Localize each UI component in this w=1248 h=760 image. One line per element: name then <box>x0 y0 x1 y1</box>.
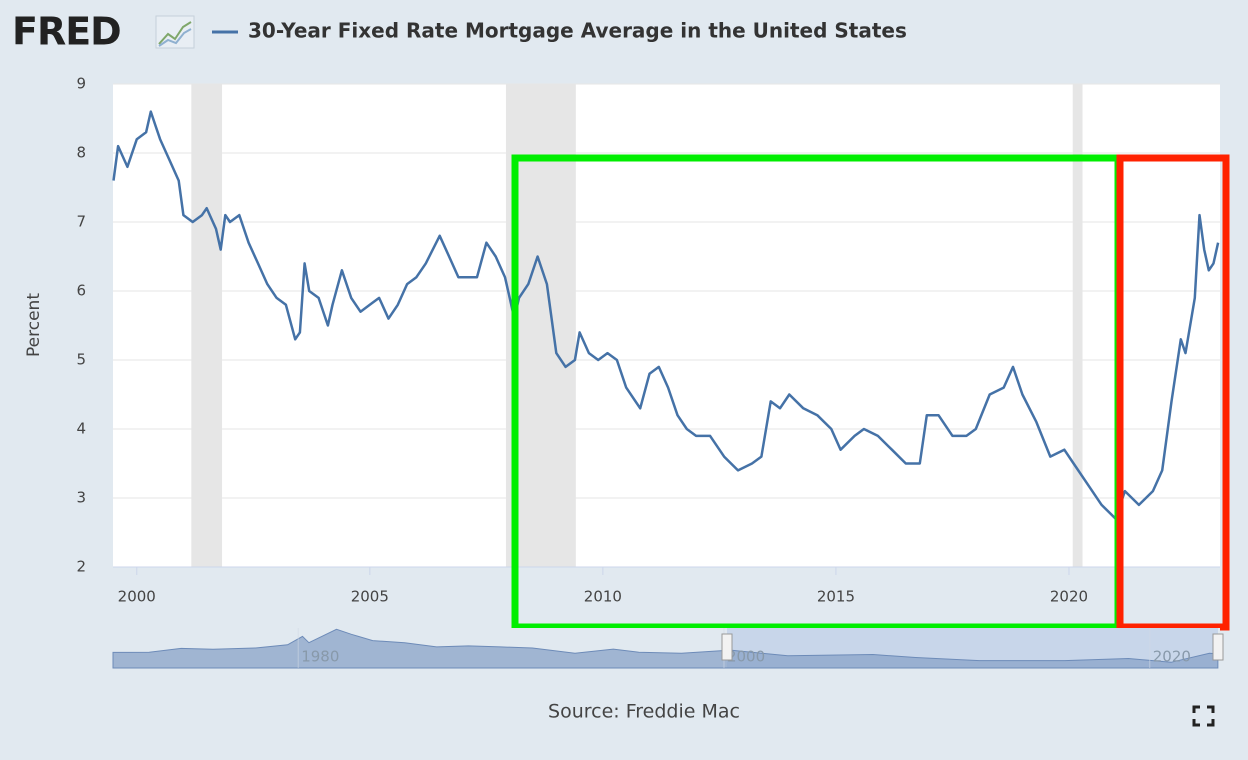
y-tick-label: 3 <box>76 489 86 507</box>
x-tick-label: 2000 <box>118 588 156 606</box>
fullscreen-icon[interactable] <box>1192 705 1215 727</box>
logo: FRED <box>12 10 121 54</box>
navigator-tick-label: 2020 <box>1153 648 1191 666</box>
navigator: 1980 2000 2020 <box>112 628 1224 669</box>
data-line <box>112 110 1220 520</box>
y-tick-label: 6 <box>76 282 86 300</box>
y-tick-label: 4 <box>76 420 86 438</box>
y-tick-label: 8 <box>76 144 86 162</box>
navigator-area <box>112 628 1219 669</box>
plot-area <box>113 84 1220 567</box>
recession-band <box>1072 84 1083 567</box>
y-tick-label: 9 <box>76 75 86 93</box>
logo-icon <box>155 15 195 49</box>
navigator-handle[interactable] <box>721 633 733 661</box>
y-tick-label: 5 <box>76 351 86 369</box>
x-tick-label: 2010 <box>584 588 622 606</box>
legend-label: 30-Year Fixed Rate Mortgage Average in t… <box>248 19 907 43</box>
navigator-tick-label: 1980 <box>301 648 339 666</box>
recession-band <box>191 84 223 567</box>
source: Source: Freddie Mac <box>548 701 740 723</box>
navigator-tick-label: 2000 <box>727 648 765 666</box>
plot: 2 3 4 5 6 7 8 9 2000 2005 2010 2015 2020 <box>76 75 1220 606</box>
navigator-handle[interactable] <box>1212 633 1224 661</box>
x-tick-label: 2005 <box>351 588 389 606</box>
y-tick-label: 2 <box>76 558 86 576</box>
y-axis-label: Percent <box>24 293 44 357</box>
y-tick-label: 7 <box>76 213 86 231</box>
x-tick-label: 2015 <box>817 588 855 606</box>
highlight-box <box>1116 154 1230 631</box>
x-tick-label: 2020 <box>1050 588 1088 606</box>
